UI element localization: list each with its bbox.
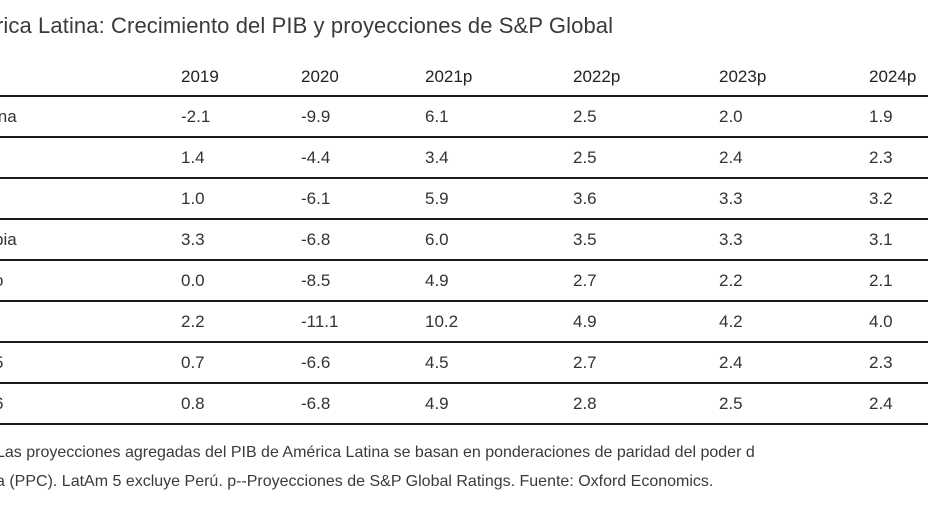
- table-cell: 4.9: [425, 394, 449, 413]
- table-cell: -4.4: [301, 148, 331, 167]
- col-header: 2023p: [719, 67, 767, 86]
- table-row: 1.0 -6.1 5.9 3.6 3.3 3.2: [0, 178, 928, 220]
- table-cell: 2.7: [573, 271, 597, 290]
- col-header: 2021p: [425, 67, 473, 86]
- table-cell: 2.1: [869, 271, 893, 290]
- row-label: bia: [0, 230, 17, 249]
- table-cell: -11.1: [301, 312, 339, 331]
- row-rule: [0, 218, 928, 220]
- table-cell: -6.1: [301, 189, 331, 208]
- table-cell: 4.2: [719, 312, 743, 331]
- table-cell: 6.0: [425, 230, 449, 249]
- table-row: o 0.0 -8.5 4.9 2.7 2.2 2.1: [0, 260, 928, 302]
- table-cell: 4.5: [425, 353, 449, 372]
- table-cell: 10.2: [425, 312, 459, 331]
- row-rule: [0, 341, 928, 343]
- row-rule: [0, 423, 928, 425]
- table-cell: -8.5: [301, 271, 331, 290]
- table-cell: 2.4: [719, 148, 743, 167]
- row-label: ina: [0, 107, 17, 126]
- table-cell: 1.4: [181, 148, 205, 167]
- table-cell: 2.3: [869, 148, 893, 167]
- header-rule: [0, 95, 928, 97]
- table-cell: 2.5: [719, 394, 743, 413]
- table-cell: 3.6: [573, 189, 597, 208]
- row-rule: [0, 382, 928, 384]
- table-cell: 2.4: [719, 353, 743, 372]
- footnote-line: a (PPC). LatAm 5 excluye Perú. p--Proyec…: [0, 473, 714, 490]
- table-cell: 2.5: [573, 107, 597, 126]
- table-cell: 3.3: [181, 230, 205, 249]
- table-cell: 2.5: [573, 148, 597, 167]
- table-cell: 2.2: [181, 312, 205, 331]
- table-row: 2.2 -11.1 10.2 4.9 4.2 4.0: [0, 301, 928, 343]
- col-header: 2020: [301, 67, 339, 86]
- table-cell: 0.7: [181, 353, 205, 372]
- row-rule: [0, 177, 928, 179]
- table-cell: 6.1: [425, 107, 449, 126]
- table-cell: 4.9: [573, 312, 597, 331]
- table-title: rica Latina: Crecimiento del PIB y proye…: [0, 13, 614, 38]
- row-label: o: [0, 271, 3, 291]
- table-cell: 2.3: [869, 353, 893, 372]
- footnote-line: Las proyecciones agregadas del PIB de Am…: [0, 444, 755, 461]
- row-rule: [0, 300, 928, 302]
- header-row: 2019 2020 2021p 2022p 2023p 2024p: [0, 60, 928, 97]
- table-row: 1.4 -4.4 3.4 2.5 2.4 2.3: [0, 137, 928, 179]
- gdp-table: 2019 2020 2021p 2022p 2023p 2024p ina -2.…: [0, 60, 928, 425]
- table-cell: -9.9: [301, 107, 331, 126]
- table-cell: 3.5: [573, 230, 597, 249]
- table-cell: 0.8: [181, 394, 205, 413]
- row-label: 5: [0, 353, 3, 373]
- col-header: 2019: [181, 67, 219, 86]
- table-cell: 3.4: [425, 148, 449, 167]
- table-cell: -6.8: [301, 230, 331, 249]
- table-cell: -6.8: [301, 394, 331, 413]
- table-cell: 3.1: [869, 230, 893, 249]
- table-cell: 1.9: [869, 107, 893, 126]
- table-cell: 3.3: [719, 230, 743, 249]
- table-cell: 2.8: [573, 394, 597, 413]
- table-cell: 2.4: [869, 394, 893, 413]
- table-row: 5 0.7 -6.6 4.5 2.7 2.4 2.3: [0, 342, 928, 384]
- table-row: 6 0.8 -6.8 4.9 2.8 2.5 2.4: [0, 383, 928, 425]
- col-header: 2022p: [573, 67, 621, 86]
- table-footnote: Las proyecciones agregadas del PIB de Am…: [0, 438, 755, 496]
- row-label: 6: [0, 394, 3, 414]
- table-cell: -6.6: [301, 353, 331, 372]
- table-row: ina -2.1 -9.9 6.1 2.5 2.0 1.9: [0, 96, 928, 138]
- row-rule: [0, 136, 928, 138]
- table-cell: 2.2: [719, 271, 743, 290]
- table-cell: 2.0: [719, 107, 743, 126]
- table-cell: 3.2: [869, 189, 893, 208]
- table-cell: -2.1: [181, 107, 211, 126]
- col-header: 2024p: [869, 67, 917, 86]
- table-row: bia 3.3 -6.8 6.0 3.5 3.3 3.1: [0, 219, 928, 261]
- table-cell: 4.9: [425, 271, 449, 290]
- table-cell: 0.0: [181, 271, 205, 290]
- table-cell: 3.3: [719, 189, 743, 208]
- row-rule: [0, 259, 928, 261]
- table-cell: 1.0: [181, 189, 205, 208]
- table-cell: 5.9: [425, 189, 449, 208]
- table-cell: 4.0: [869, 312, 893, 331]
- table-body: ina -2.1 -9.9 6.1 2.5 2.0 1.9 1.4 -4.4 3.4 2.5 2.4 2…: [0, 96, 928, 425]
- table-cell: 2.7: [573, 353, 597, 372]
